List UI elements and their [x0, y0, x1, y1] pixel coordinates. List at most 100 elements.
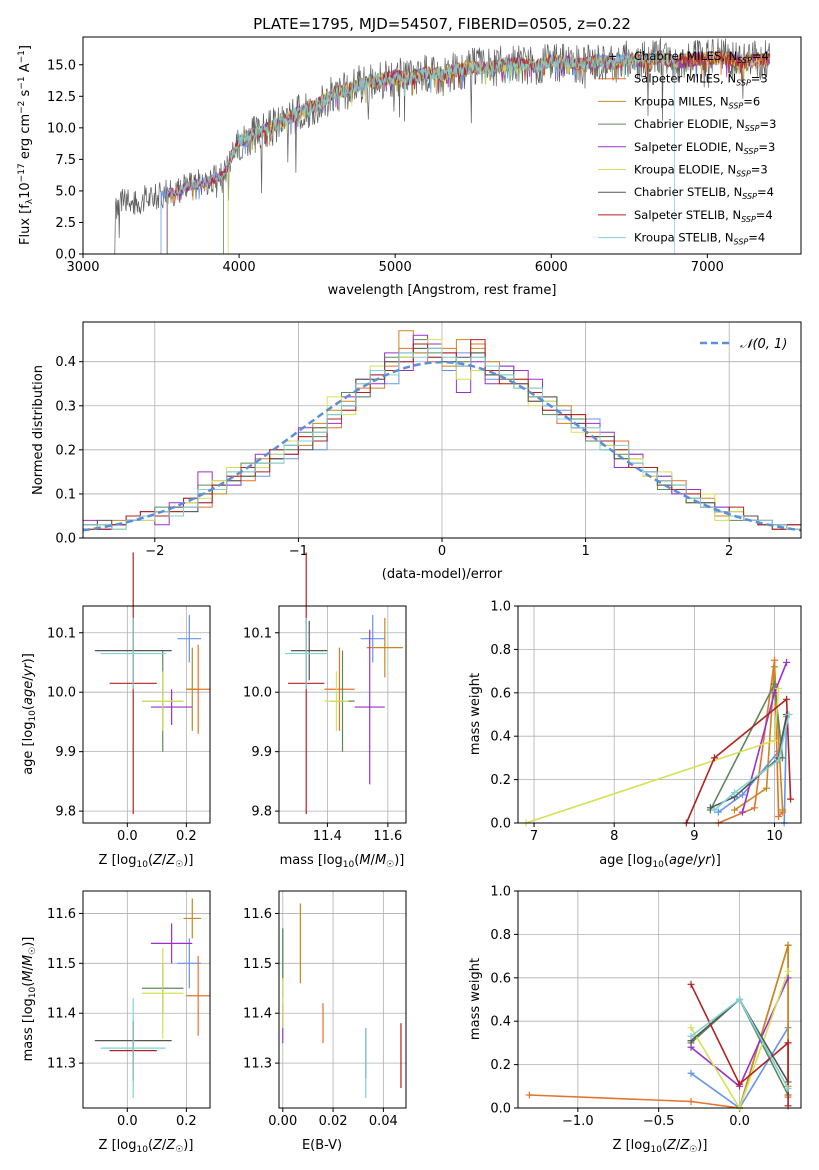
age-weight-marker: [783, 695, 791, 703]
z-weight-ytick-label: 0.6: [490, 971, 511, 986]
z-age-plot: 0.0 0.2 9.8 9.9 10.0 10.1: [47, 552, 211, 844]
residual-ytick-label: 0.1: [55, 487, 76, 502]
spectrum-ytick-label: 12.5: [47, 90, 76, 105]
z-mass-ytick-label: 11.3: [47, 1057, 76, 1072]
age-weight-ytick-label: 0.8: [490, 643, 511, 658]
spectrum-legend-marker: +: [608, 50, 617, 63]
spectrum-axes-frame: [82, 36, 802, 255]
age-weight-axes-frame: [517, 605, 802, 824]
ebv-mass-xtick-label: 0.02: [319, 1114, 348, 1129]
age-weight-marker: [771, 737, 779, 745]
mass-age-xlabel: mass [log10(M/M☉)]: [280, 853, 405, 870]
ebv-mass-xtick-label: 0.00: [268, 1114, 297, 1129]
z-weight-xlabel: Z [log10(Z/Z☉)]: [613, 1138, 708, 1155]
z-weight-marker: [687, 1024, 695, 1032]
z-weight-marker: [736, 996, 744, 1003]
residual-ytick-label: 0.2: [55, 443, 76, 458]
z-mass-xtick-label: 0.2: [176, 1114, 197, 1129]
age-weight-marker: [775, 684, 783, 692]
residual-xlabel: (data-model)/error: [382, 567, 503, 582]
age-weight-marker: [771, 656, 779, 664]
z-weight-axes-frame: [517, 890, 802, 1109]
z-age-xtick-label: 0.0: [117, 829, 138, 844]
z-weight-ytick-label: 0.4: [490, 1015, 511, 1030]
ebv-xlabel: E(B-V): [302, 1138, 342, 1153]
age-weight-panel: 7 8 9 10 0.0 0.2 0.4 0.6 0.8 1.0 age [log10(age/y…: [468, 600, 802, 870]
z-mass-plot: 0.0 0.2 11.3 11.4 11.5 11.6: [47, 890, 211, 1129]
spectrum-xtick-label: 4000: [223, 260, 256, 275]
z-age-axes-frame: [82, 605, 211, 824]
z-weight-series-line: [738, 945, 789, 1109]
ebv-mass-ytick-label: 11.3: [243, 1057, 272, 1072]
z-weight-xtick-label: 0.0: [729, 1114, 750, 1129]
age-weight-marker: [738, 791, 746, 799]
age-ylabel: age [log10(age/yr)]: [21, 653, 38, 775]
mass-age-ytick-label: 9.8: [251, 805, 272, 820]
z-weight-marker: [687, 1043, 695, 1051]
z-age-ytick-label: 10.0: [47, 686, 76, 701]
age-weight-marker: [785, 711, 793, 718]
spectrum-ylabel: Flux [fλ10−17 erg cm−2 s−1 A−1]: [17, 45, 35, 245]
z-weight-marker: [687, 980, 695, 988]
age-weight-marker: [738, 808, 746, 816]
age-weight-xlabel: age [log10(age/yr)]: [599, 853, 721, 870]
z-weight-marker: [784, 967, 792, 975]
mass-age-ytick-label: 10.1: [243, 626, 272, 641]
z-weight-marker: [736, 1080, 744, 1088]
z-mass-xtick-label: 0.0: [117, 1114, 138, 1129]
spectrum-ytick-label: 7.5: [55, 153, 76, 168]
spectrum-legend-label: Kroupa ELODIE, NSSP=3: [634, 163, 768, 179]
spectrum-ytick-label: 5.0: [55, 184, 76, 199]
residual-xtick-label: −2: [145, 544, 164, 559]
age-weight-marker: [730, 789, 738, 797]
z-weight-marker: [525, 1091, 533, 1099]
figure-title: PLATE=1795, MJD=54507, FIBERID=0505, z=0…: [253, 15, 631, 33]
z-weight-ylabel: mass weight: [468, 958, 483, 1040]
age-weight-marker: [710, 754, 718, 762]
mass-age-ytick-label: 9.9: [251, 745, 272, 760]
age-weight-series-line: [525, 688, 780, 824]
z-mass-panel: 0.0 0.2 11.3 11.4 11.5 11.6 Z [log10(Z/Z☉)] m…: [21, 890, 211, 1155]
age-weight-ytick-label: 0.4: [490, 730, 511, 745]
residual-axes-frame: [82, 321, 802, 539]
age-weight-marker: [730, 806, 738, 814]
residual-xtick-label: −1: [289, 544, 308, 559]
residual-ytick-label: 0.3: [55, 399, 76, 414]
spectrum-legend-label: Chabrier ELODIE, NSSP=3: [634, 117, 776, 133]
spectrum-legend-label: Salpeter ELODIE, NSSP=3: [634, 140, 775, 156]
z-mass-ytick-label: 11.6: [47, 907, 76, 922]
spectrum-xtick-label: 5000: [379, 260, 412, 275]
z-age-ytick-label: 9.8: [55, 805, 76, 820]
residual-histogram: [83, 339, 801, 538]
residual-legend: 𝒩(0, 1): [700, 337, 787, 352]
z-weight-panel: −1.0 −0.5 0.0 0.0 0.2 0.4 0.6 0.8 1.0 Z [log10(Z…: [468, 885, 802, 1155]
age-weight-marker: [775, 812, 783, 820]
age-weight-marker: [787, 795, 795, 803]
spectrum-series: [114, 37, 771, 254]
age-weight-xtick-label: 9: [690, 829, 698, 844]
ebv-mass-panel: 0.00 0.02 0.04 11.3 11.4 11.5 11.6 E(B-V): [243, 890, 407, 1153]
z-weight-ytick-label: 0.8: [490, 928, 511, 943]
spectrum-series-line: [166, 50, 676, 254]
spectrum-xtick-label: 7000: [691, 260, 724, 275]
spectrum-legend-label: Kroupa STELIB, NSSP=4: [634, 231, 765, 247]
age-weight-marker: [763, 784, 771, 792]
mass-age-xtick-label: 11.4: [313, 829, 342, 844]
age-weight-marker: [706, 804, 714, 812]
ebv-mass-plot: 0.00 0.02 0.04 11.3 11.4 11.5 11.6: [243, 890, 407, 1129]
z-age-xtick-label: 0.2: [176, 829, 197, 844]
spectrum-ytick-label: 10.0: [47, 121, 76, 136]
spectrum-legend-label: Chabrier MILES, NSSP=4: [634, 49, 769, 65]
ebv-mass-ytick-label: 11.4: [243, 1007, 272, 1022]
age-weight-series-line: [734, 666, 784, 811]
z-weight-ytick-label: 0.0: [490, 1102, 511, 1117]
residual-panel: −2 −1 0 1 2 0.0 0.1 0.2 0.3 0.4 (data-model)/erro…: [31, 321, 802, 582]
z-weight-marker: [784, 1039, 792, 1047]
age-weight-marker: [714, 808, 722, 816]
ebv-mass-axes-frame: [278, 890, 407, 1109]
z-weight-series-line: [690, 983, 789, 1106]
z-weight-marker: [784, 1084, 792, 1092]
age-weight-xtick-label: 7: [530, 829, 538, 844]
z-age-panel: 0.0 0.2 9.8 9.9 10.0 10.1 Z [log10(Z/Z☉)] age…: [21, 552, 211, 870]
